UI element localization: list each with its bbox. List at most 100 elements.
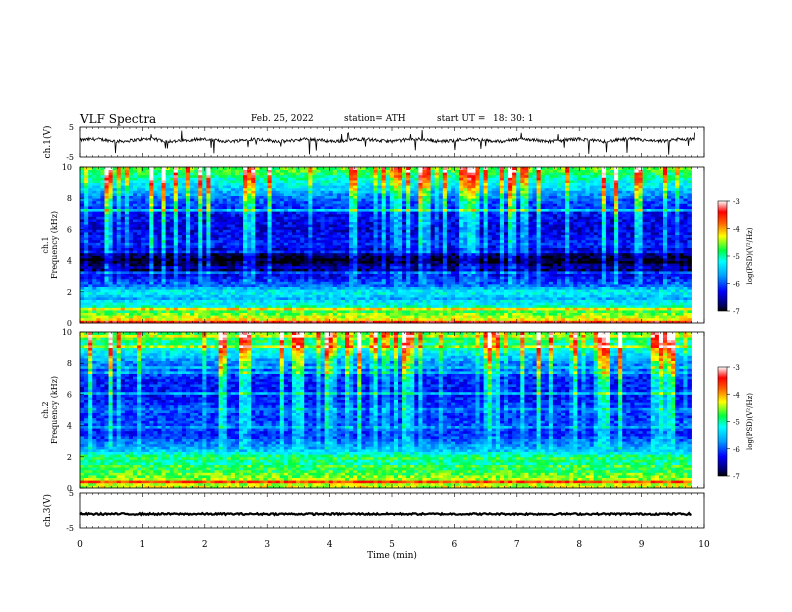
spectrogram-cell: [626, 318, 630, 321]
spectrogram-cell: [463, 263, 467, 266]
spectrogram-cell: [300, 302, 304, 305]
spectrogram-cell: [304, 313, 308, 316]
spectrogram-cell: [321, 318, 325, 321]
spectrogram-cell: [475, 292, 479, 295]
spectrogram-cell: [206, 253, 210, 256]
spectrogram-cell: [679, 318, 683, 321]
spectrogram-cell: [524, 271, 528, 274]
spectrogram-cell: [610, 292, 614, 295]
spectrogram-cell: [447, 248, 451, 251]
spectrogram-cell: [96, 266, 100, 269]
spectrogram-cell: [304, 305, 308, 308]
spectrogram-cell: [439, 294, 443, 297]
spectrogram-cell: [321, 302, 325, 305]
spectrogram-cell: [88, 240, 92, 243]
spectrogram-cell: [88, 253, 92, 256]
spectrogram-cell: [170, 292, 174, 295]
spectrogram-cell: [451, 245, 455, 248]
spectrogram-cell: [463, 310, 467, 313]
spectrogram-cell: [586, 258, 590, 261]
spectrogram-cell: [459, 255, 463, 258]
spectrogram-cell: [145, 279, 149, 282]
spectrogram-cell: [382, 258, 386, 261]
spectrogram-cell: [170, 261, 174, 264]
spectrogram-cell: [504, 297, 508, 300]
spectrogram-cell: [390, 248, 394, 251]
spectrogram-cell: [606, 307, 610, 310]
spectrogram-cell: [316, 289, 320, 292]
spectrogram-cell: [675, 258, 679, 261]
spectrogram-cell: [533, 300, 537, 303]
spectrogram-cell: [451, 310, 455, 313]
spectrogram-cell: [549, 248, 553, 251]
spectrogram-cell: [394, 315, 398, 318]
spectrogram-cell: [349, 258, 353, 261]
spectrogram-cell: [545, 302, 549, 305]
spectrogram-cell: [594, 240, 598, 243]
spectrogram-cell: [435, 300, 439, 303]
spectrogram-cell: [614, 250, 618, 253]
spectrogram-cell: [100, 310, 104, 313]
spectrogram-cell: [174, 287, 178, 290]
spectrogram-cell: [626, 261, 630, 264]
spectrogram-cell: [243, 302, 247, 305]
spectrogram-cell: [451, 281, 455, 284]
spectrogram-cell: [341, 242, 345, 245]
spectrogram-cell: [341, 245, 345, 248]
spectrogram-cell: [634, 276, 638, 279]
spectrogram-cell: [647, 284, 651, 287]
spectrogram-cell: [549, 307, 553, 310]
spectrogram-cell: [639, 307, 643, 310]
spectrogram-cell: [92, 258, 96, 261]
spectrogram-cell: [504, 281, 508, 284]
spectrogram-cell: [174, 271, 178, 274]
spectrogram-cell: [117, 242, 121, 245]
spectrogram-cell: [100, 297, 104, 300]
spectrogram-cell: [573, 248, 577, 251]
spectrogram-cell: [422, 276, 426, 279]
spectrogram-cell: [215, 258, 219, 261]
spectrogram-cell: [129, 276, 133, 279]
spectrogram-cell: [125, 289, 129, 292]
spectrogram-cell: [508, 294, 512, 297]
spectrogram-cell: [467, 276, 471, 279]
spectrogram-cell: [447, 310, 451, 313]
spectrogram-cell: [109, 315, 113, 318]
spectrogram-cell: [178, 242, 182, 245]
spectrogram-cell: [263, 258, 267, 261]
spectrogram-cell: [553, 250, 557, 253]
spectrogram-cell: [443, 302, 447, 305]
spectrogram-cell: [149, 294, 153, 297]
spectrogram-cell: [634, 310, 638, 313]
spectrogram-cell: [215, 253, 219, 256]
spectrogram-cell: [109, 302, 113, 305]
spectrogram-cell: [133, 240, 137, 243]
spectrogram-cell: [504, 289, 508, 292]
spectrogram-cell: [210, 284, 214, 287]
spectrogram-cell: [141, 276, 145, 279]
spectrogram-cell: [541, 250, 545, 253]
spectrogram-cell: [671, 310, 675, 313]
spectrogram-cell: [190, 255, 194, 258]
spectrogram-cell: [398, 315, 402, 318]
spectrogram-cell: [533, 313, 537, 316]
spectrogram-cell: [325, 240, 329, 243]
spectrogram-cell: [109, 255, 113, 258]
spectrogram-cell: [410, 292, 414, 295]
spectrogram-cell: [524, 289, 528, 292]
spectrogram-cell: [422, 313, 426, 316]
spectrogram-cell: [247, 305, 251, 308]
spectrogram-cell: [276, 253, 280, 256]
spectrogram-cell: [455, 253, 459, 256]
spectrogram-cell: [602, 248, 606, 251]
spectrogram-cell: [174, 294, 178, 297]
spectrogram-cell: [443, 310, 447, 313]
spectrogram-cell: [341, 274, 345, 277]
spectrogram-cell: [679, 245, 683, 248]
spectrogram-cell: [647, 268, 651, 271]
spectrogram-cell: [492, 255, 496, 258]
spectrogram-cell: [308, 318, 312, 321]
spectrogram-cell: [508, 271, 512, 274]
spectrogram-cell: [398, 274, 402, 277]
spectrogram-cell: [533, 255, 537, 258]
